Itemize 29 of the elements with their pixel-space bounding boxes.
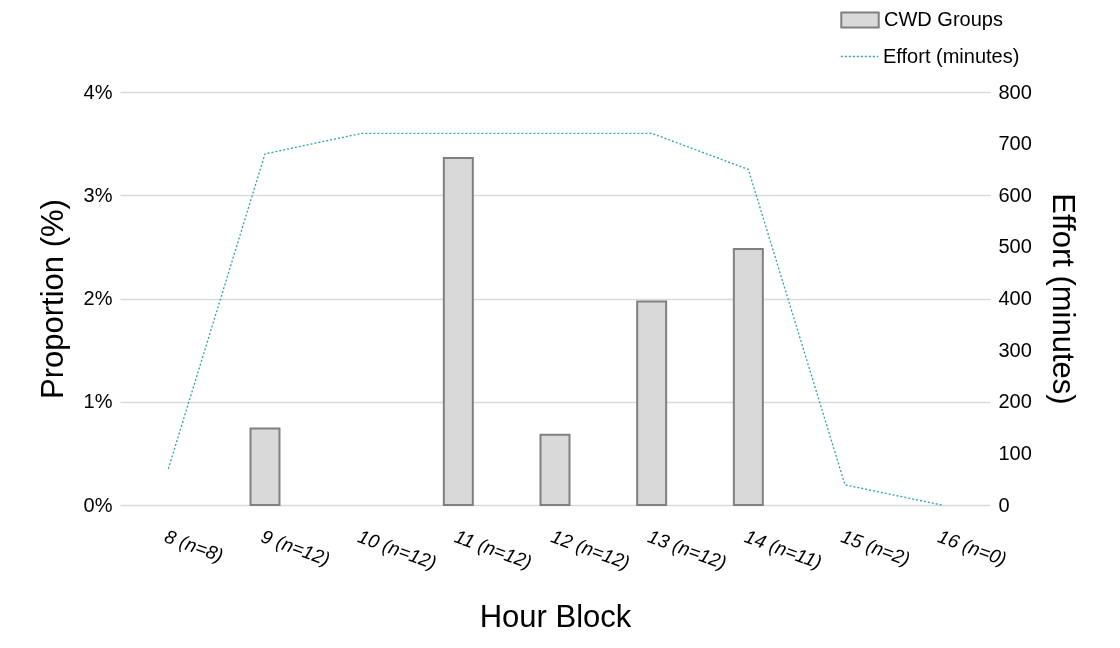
y2-tick-label: 800: [998, 80, 1032, 103]
y2-tick-label: 600: [998, 183, 1032, 206]
y-axis-title: Proportion (%): [34, 199, 70, 399]
x-tick-label: 13 (n=12): [645, 525, 730, 574]
legend-label: CWD Groups: [884, 8, 1003, 30]
x-tick-label: 16 (n=0): [935, 525, 1010, 570]
y2-tick-label: 0: [998, 493, 1010, 516]
x-tick-label: 15 (n=2): [838, 525, 913, 570]
x-tick-label: 9 (n=12): [258, 525, 333, 570]
x-tick-label: 14 (n=11): [741, 525, 825, 573]
y2-tick-label: 300: [998, 338, 1032, 361]
legend-label: Effort (minutes): [883, 44, 1020, 67]
y-tick-label: 1%: [83, 390, 113, 413]
y-tick-label: 3%: [83, 183, 113, 206]
y2-axis-title: Effort (minutes): [1045, 193, 1081, 405]
line-series: [167, 132, 943, 506]
x-tick-label: 12 (n=12): [548, 525, 633, 574]
y-tick-label: 0%: [83, 493, 113, 516]
y2-tick-label: 400: [998, 287, 1032, 309]
x-tick-label: 10 (n=12): [355, 525, 440, 574]
y2-tick-label: 700: [998, 132, 1032, 155]
y-tick-label: 2%: [83, 287, 113, 309]
x-tick-label: 11 (n=12): [451, 525, 535, 573]
y2-tick-label: 500: [998, 235, 1032, 258]
x-tick-label: 8 (n=8): [161, 525, 227, 567]
y2-tick-label: 200: [998, 390, 1032, 413]
x-axis-title: Hour Block: [479, 599, 632, 635]
y2-tick-label: 100: [998, 441, 1032, 464]
y-tick-label: 4%: [83, 80, 113, 103]
